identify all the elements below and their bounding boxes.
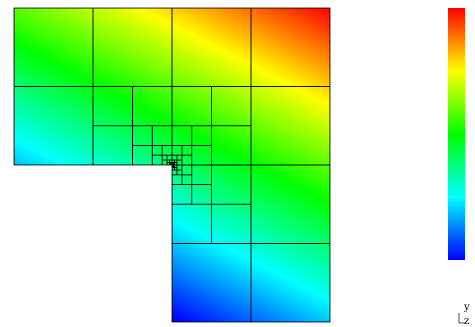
mesh-cell [250,243,330,322]
axes-indicator: y z [458,302,470,327]
domain-outline [13,7,331,323]
colorbar-gradient [448,8,465,260]
axis-z-label: z [464,316,469,327]
colorbar [448,8,465,260]
axis-y-label: y [463,302,470,313]
